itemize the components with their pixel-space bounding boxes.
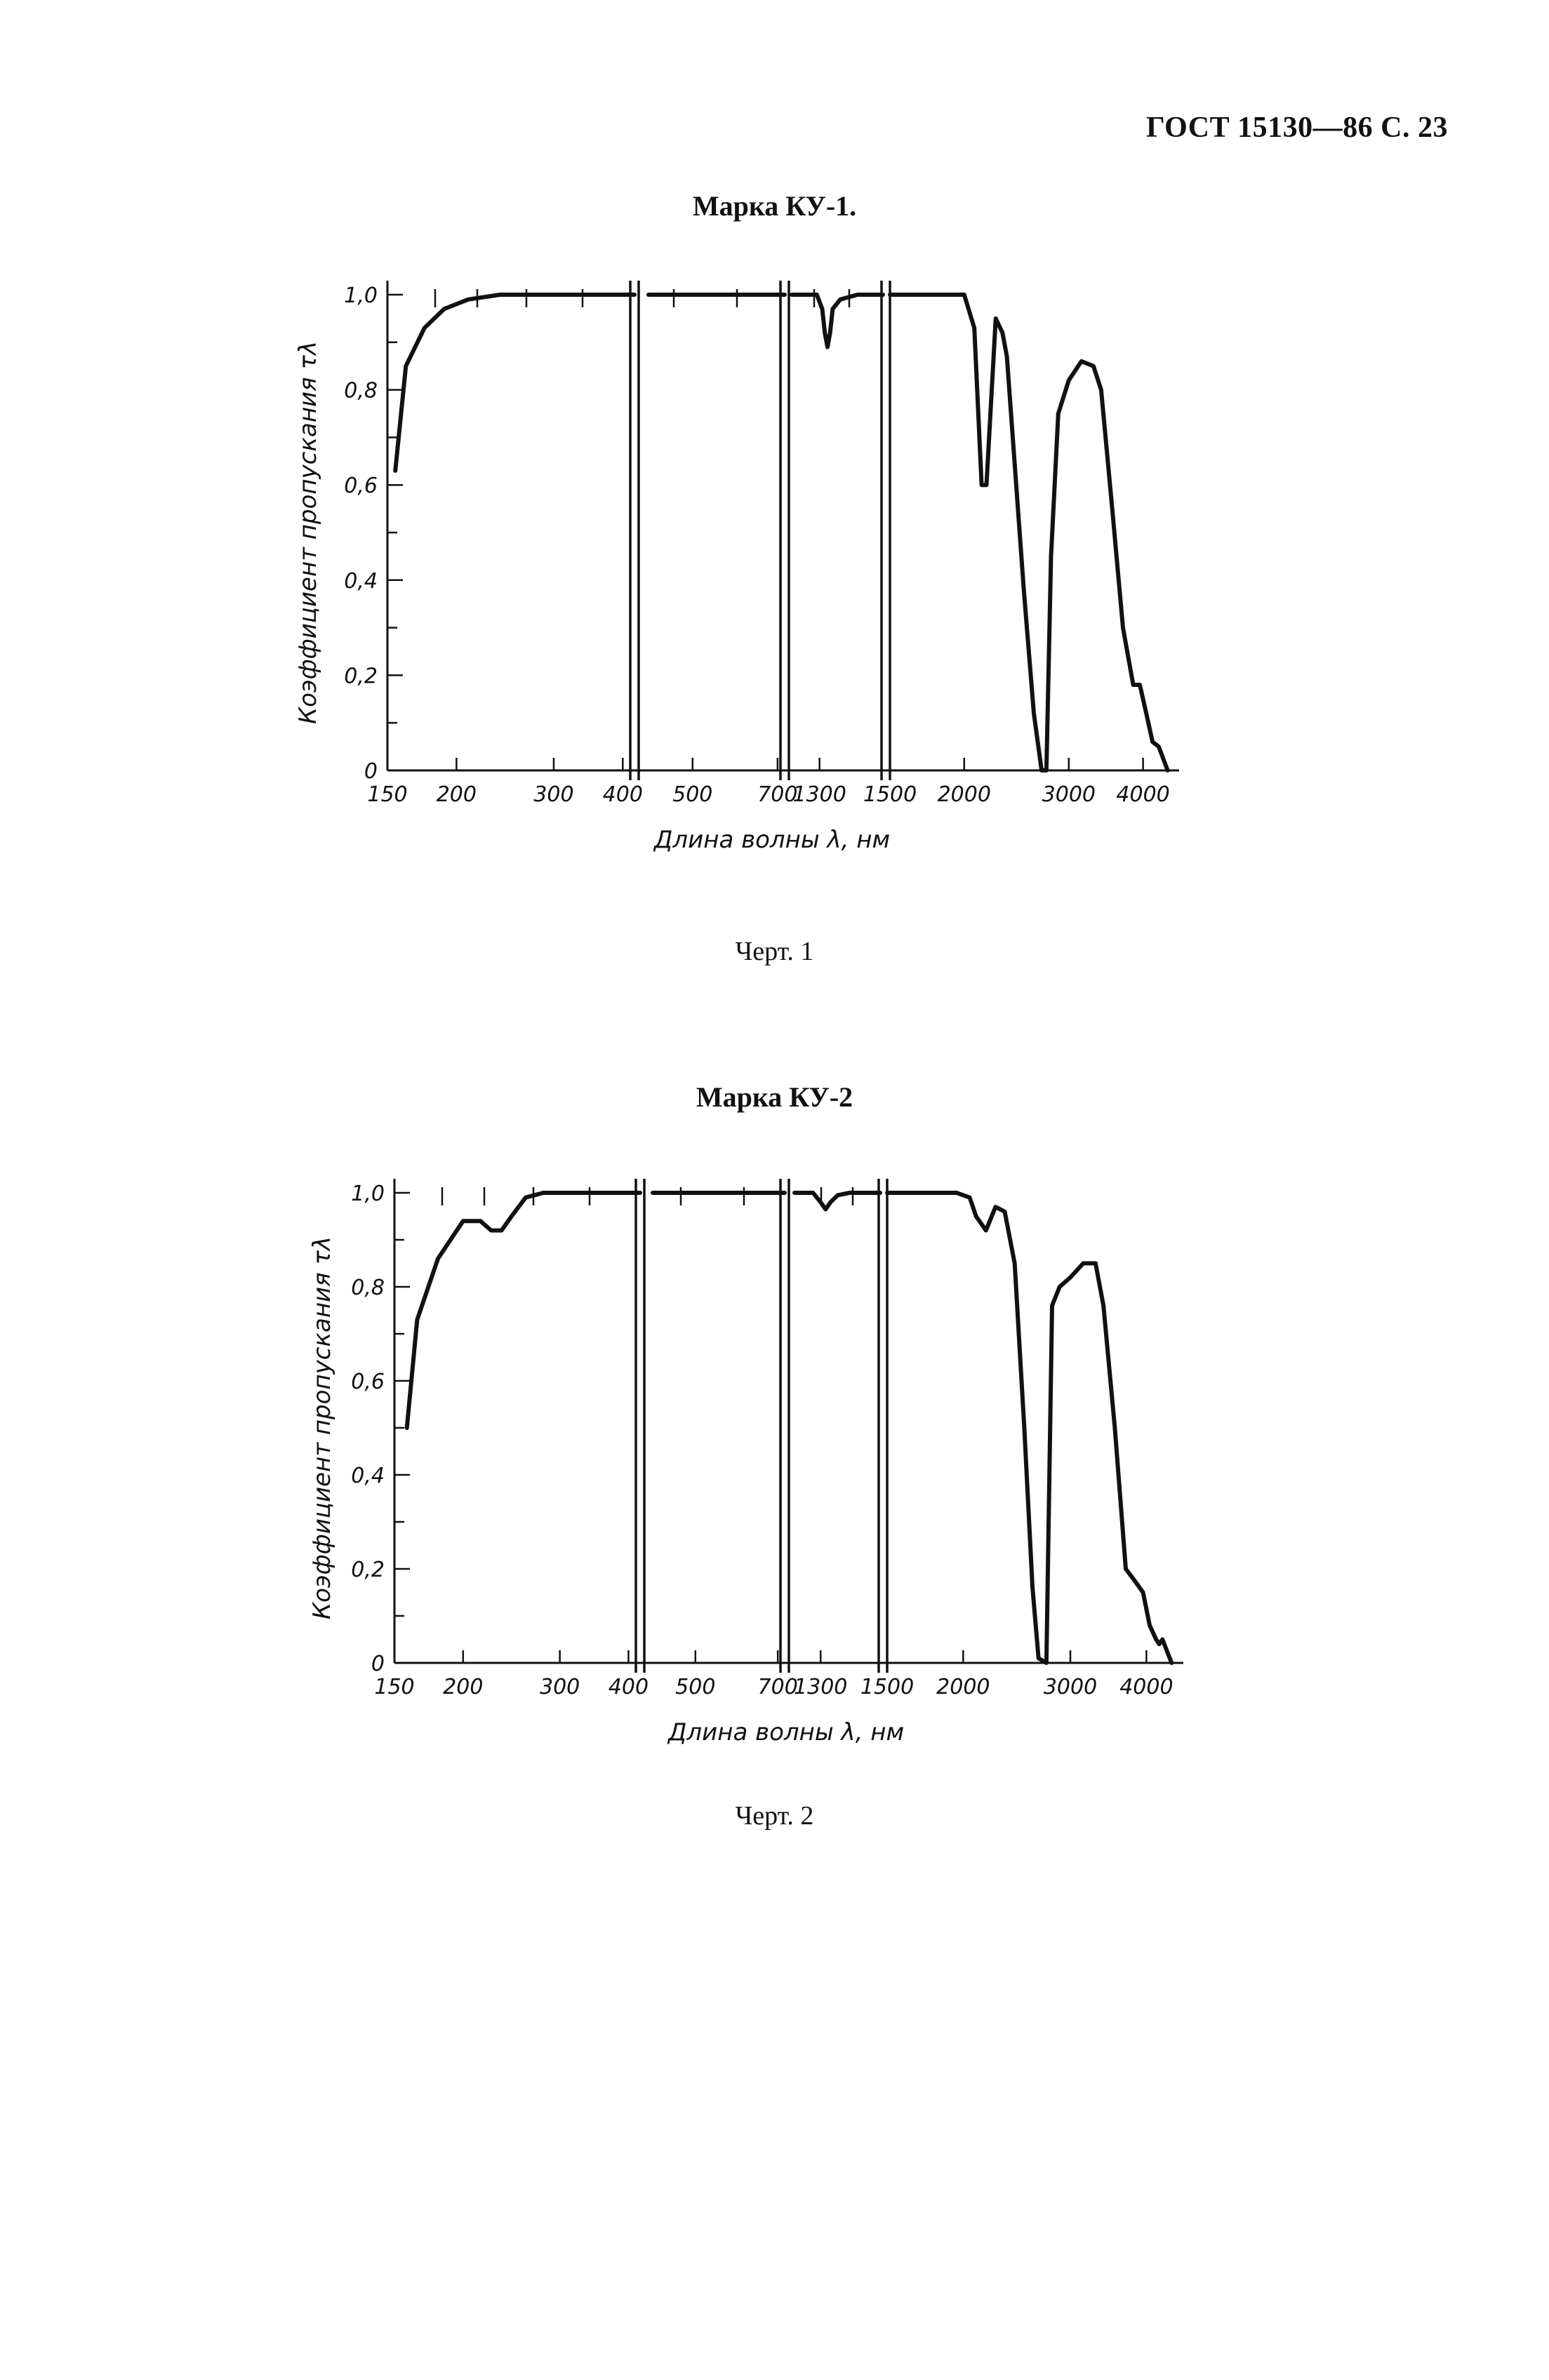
transmission-curve-segment-3 — [790, 293, 885, 349]
y-tick-label: 0,2 — [344, 664, 378, 688]
y-tick-label: 1,0 — [351, 1182, 385, 1206]
x-tick-label: 1300 — [792, 782, 846, 807]
y-tick-label: 0,2 — [351, 1558, 385, 1582]
x-tick-label: 400 — [609, 1675, 649, 1699]
x-tick-label: 1500 — [860, 1675, 914, 1699]
x-axis-label: Длина волны λ, нм — [667, 1718, 904, 1746]
x-tick-label: 2000 — [938, 782, 991, 807]
x-tick-label: 300 — [540, 1675, 580, 1699]
y-axis-label: Коэффициент пропускания τλ — [308, 1236, 336, 1619]
x-tick-label: 700 — [757, 782, 797, 807]
y-tick-label: 0 — [364, 759, 378, 784]
x-tick-label: 3000 — [1044, 1675, 1097, 1699]
x-tick-label: 150 — [374, 1675, 414, 1699]
y-tick-label: 0,8 — [351, 1276, 385, 1300]
x-tick-label: 2000 — [936, 1675, 990, 1699]
x-tick-label: 700 — [758, 1675, 798, 1699]
x-tick-label: 1300 — [794, 1675, 847, 1699]
y-tick-label: 0 — [371, 1652, 385, 1676]
x-tick-label: 150 — [367, 782, 407, 807]
x-tick-label: 3000 — [1042, 782, 1096, 807]
x-tick-label: 200 — [443, 1675, 483, 1699]
y-tick-label: 0,6 — [344, 474, 378, 498]
y-tick-label: 0,8 — [344, 379, 378, 403]
chart-1-caption: Черт. 1 — [735, 937, 814, 966]
chart-1-title: Марка КУ-1. — [692, 190, 857, 222]
transmission-curve-segment-1 — [404, 1191, 642, 1430]
x-tick-label: 200 — [437, 782, 477, 807]
y-tick-label: 0,4 — [344, 569, 378, 594]
transmission-curve-segment-4 — [885, 1191, 1174, 1665]
x-tick-label: 300 — [533, 782, 573, 807]
y-axis-label: Коэффициент пропускания τλ — [294, 341, 322, 724]
x-tick-label: 4000 — [1119, 1675, 1173, 1699]
x-tick-label: 400 — [603, 782, 643, 807]
y-tick-label: 0,4 — [351, 1464, 385, 1488]
transmission-curve-segment-3 — [792, 1191, 882, 1212]
x-axis-label: Длина волны λ, нм — [653, 826, 890, 854]
chart-2-title: Марка КУ-2 — [696, 1081, 853, 1113]
x-tick-label: 1500 — [863, 782, 917, 807]
document-header: ГОСТ 15130—86 С. 23 — [1145, 112, 1448, 144]
y-tick-label: 0,6 — [351, 1370, 385, 1394]
x-tick-label: 4000 — [1116, 782, 1169, 807]
y-tick-label: 1,0 — [344, 283, 378, 308]
x-tick-label: 500 — [675, 1675, 715, 1699]
transmission-curve-segment-1 — [393, 293, 637, 473]
chart-2-caption: Черт. 2 — [735, 1801, 814, 1831]
transmission-curve-segment-4 — [888, 293, 1170, 773]
x-tick-label: 500 — [672, 782, 712, 807]
